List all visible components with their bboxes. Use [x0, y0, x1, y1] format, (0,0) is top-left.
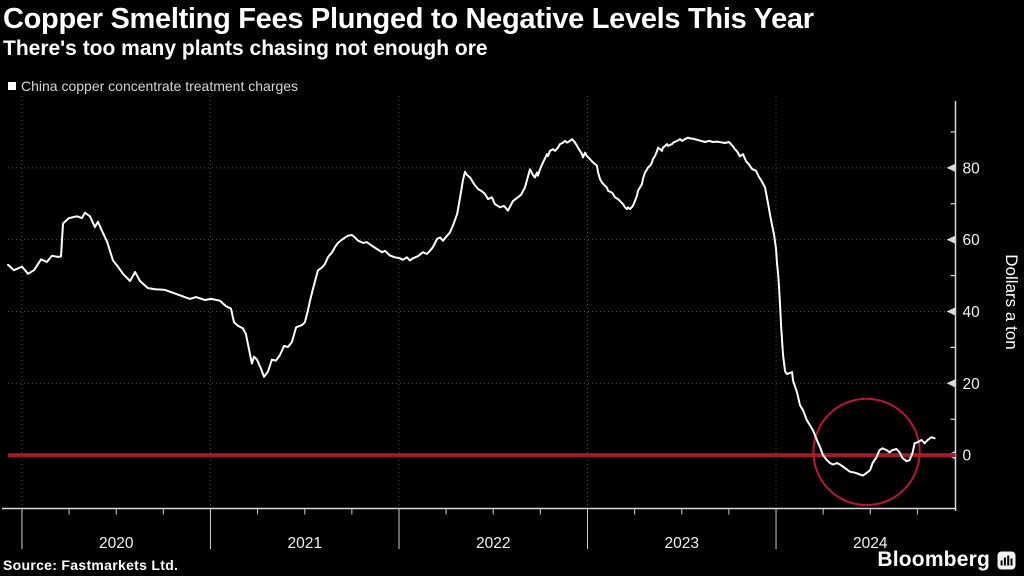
bloomberg-wordmark: Bloomberg	[877, 548, 990, 571]
svg-text:2023: 2023	[665, 535, 699, 552]
chart-legend: China copper concentrate treatment charg…	[8, 79, 298, 93]
gridlines	[8, 96, 956, 509]
svg-text:2022: 2022	[476, 535, 510, 552]
svg-text:60: 60	[963, 232, 981, 249]
page-subtitle: There's too many plants chasing not enou…	[3, 37, 488, 60]
svg-text:80: 80	[963, 160, 981, 177]
series-line	[7, 136, 936, 477]
svg-text:20: 20	[963, 376, 981, 393]
y-axis-title: Dollars a ton	[1002, 254, 1021, 349]
axis-labels: 0 20 40 60 80 2020 2021 2022 2023 2024 Dollars a t…	[99, 160, 1021, 552]
axes	[2, 101, 957, 549]
legend-series-label: China copper concentrate treatment charg…	[21, 78, 299, 94]
legend-square-icon	[8, 82, 16, 90]
svg-text:2024: 2024	[853, 535, 888, 552]
svg-text:2021: 2021	[287, 535, 321, 552]
svg-text:40: 40	[963, 304, 981, 321]
source-credit: Source: Fastmarkets Ltd.	[3, 557, 179, 573]
bloomberg-brand: Bloomberg	[877, 548, 1016, 572]
page-title: Copper Smelting Fees Plunged to Negative…	[3, 3, 814, 35]
svg-text:2020: 2020	[99, 535, 134, 552]
annotation-circle	[812, 397, 921, 507]
chart-header: Copper Smelting Fees Plunged to Negative…	[3, 2, 1018, 62]
svg-text:0: 0	[963, 448, 972, 465]
bloomberg-terminal-icon	[997, 551, 1016, 569]
